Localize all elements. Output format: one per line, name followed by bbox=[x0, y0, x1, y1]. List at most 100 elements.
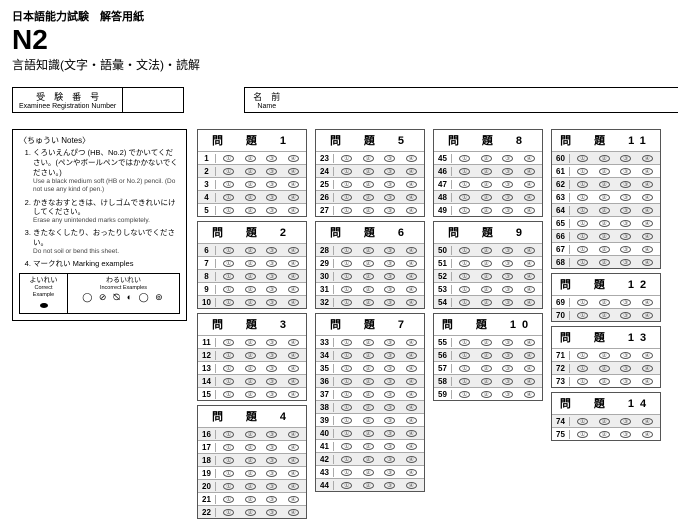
answer-bubble[interactable]: ④ bbox=[406, 391, 417, 398]
answer-bubble[interactable]: ④ bbox=[642, 312, 653, 319]
answer-bubble[interactable]: ② bbox=[363, 194, 374, 201]
answer-bubble[interactable]: ② bbox=[481, 339, 492, 346]
answer-bubble[interactable]: ① bbox=[223, 194, 234, 201]
answer-bubble[interactable]: ② bbox=[363, 339, 374, 346]
answer-bubble[interactable]: ③ bbox=[502, 181, 513, 188]
answer-bubble[interactable]: ① bbox=[341, 365, 352, 372]
answer-bubble[interactable]: ③ bbox=[384, 273, 395, 280]
answer-bubble[interactable]: ③ bbox=[384, 469, 395, 476]
answer-bubble[interactable]: ③ bbox=[266, 391, 277, 398]
answer-bubble[interactable]: ② bbox=[363, 456, 374, 463]
answer-bubble[interactable]: ② bbox=[363, 430, 374, 437]
answer-bubble[interactable]: ③ bbox=[620, 431, 631, 438]
answer-bubble[interactable]: ③ bbox=[620, 365, 631, 372]
answer-bubble[interactable]: ③ bbox=[266, 260, 277, 267]
answer-bubble[interactable]: ② bbox=[481, 273, 492, 280]
answer-bubble[interactable]: ② bbox=[481, 247, 492, 254]
answer-bubble[interactable]: ③ bbox=[266, 378, 277, 385]
answer-bubble[interactable]: ① bbox=[577, 312, 588, 319]
answer-bubble[interactable]: ④ bbox=[288, 181, 299, 188]
answer-bubble[interactable]: ② bbox=[481, 352, 492, 359]
answer-bubble[interactable]: ① bbox=[459, 207, 470, 214]
answer-bubble[interactable]: ④ bbox=[524, 378, 535, 385]
answer-bubble[interactable]: ④ bbox=[642, 246, 653, 253]
answer-bubble[interactable]: ① bbox=[341, 181, 352, 188]
answer-bubble[interactable]: ④ bbox=[406, 207, 417, 214]
answer-bubble[interactable]: ① bbox=[459, 168, 470, 175]
answer-bubble[interactable]: ② bbox=[245, 352, 256, 359]
answer-bubble[interactable]: ② bbox=[363, 247, 374, 254]
answer-bubble[interactable]: ② bbox=[481, 286, 492, 293]
answer-bubble[interactable]: ③ bbox=[266, 247, 277, 254]
examinee-number-field[interactable] bbox=[123, 88, 183, 112]
answer-bubble[interactable]: ② bbox=[599, 194, 610, 201]
answer-bubble[interactable]: ① bbox=[223, 365, 234, 372]
answer-bubble[interactable]: ① bbox=[459, 194, 470, 201]
answer-bubble[interactable]: ④ bbox=[406, 273, 417, 280]
answer-bubble[interactable]: ④ bbox=[288, 509, 299, 516]
answer-bubble[interactable]: ① bbox=[459, 247, 470, 254]
answer-bubble[interactable]: ④ bbox=[406, 299, 417, 306]
answer-bubble[interactable]: ① bbox=[341, 260, 352, 267]
answer-bubble[interactable]: ③ bbox=[502, 168, 513, 175]
answer-bubble[interactable]: ① bbox=[223, 352, 234, 359]
answer-bubble[interactable]: ① bbox=[341, 443, 352, 450]
answer-bubble[interactable]: ③ bbox=[384, 339, 395, 346]
answer-bubble[interactable]: ③ bbox=[620, 299, 631, 306]
answer-bubble[interactable]: ① bbox=[341, 194, 352, 201]
answer-bubble[interactable]: ① bbox=[223, 470, 234, 477]
answer-bubble[interactable]: ④ bbox=[288, 155, 299, 162]
answer-bubble[interactable]: ① bbox=[577, 352, 588, 359]
answer-bubble[interactable]: ④ bbox=[642, 220, 653, 227]
answer-bubble[interactable]: ③ bbox=[384, 155, 395, 162]
answer-bubble[interactable]: ③ bbox=[384, 430, 395, 437]
answer-bubble[interactable]: ④ bbox=[642, 155, 653, 162]
answer-bubble[interactable]: ② bbox=[363, 168, 374, 175]
answer-bubble[interactable]: ② bbox=[245, 273, 256, 280]
answer-bubble[interactable]: ② bbox=[245, 247, 256, 254]
answer-bubble[interactable]: ③ bbox=[266, 299, 277, 306]
answer-bubble[interactable]: ① bbox=[341, 378, 352, 385]
answer-bubble[interactable]: ④ bbox=[406, 339, 417, 346]
answer-bubble[interactable]: ② bbox=[599, 431, 610, 438]
answer-bubble[interactable]: ④ bbox=[406, 247, 417, 254]
answer-bubble[interactable]: ① bbox=[223, 286, 234, 293]
answer-bubble[interactable]: ④ bbox=[288, 352, 299, 359]
answer-bubble[interactable]: ② bbox=[363, 443, 374, 450]
answer-bubble[interactable]: ④ bbox=[524, 273, 535, 280]
answer-bubble[interactable]: ④ bbox=[524, 339, 535, 346]
answer-bubble[interactable]: ③ bbox=[266, 273, 277, 280]
answer-bubble[interactable]: ④ bbox=[524, 247, 535, 254]
answer-bubble[interactable]: ② bbox=[245, 378, 256, 385]
answer-bubble[interactable]: ① bbox=[459, 365, 470, 372]
answer-bubble[interactable]: ② bbox=[599, 155, 610, 162]
answer-bubble[interactable]: ② bbox=[481, 181, 492, 188]
answer-bubble[interactable]: ② bbox=[599, 181, 610, 188]
answer-bubble[interactable]: ④ bbox=[406, 181, 417, 188]
answer-bubble[interactable]: ① bbox=[223, 391, 234, 398]
answer-bubble[interactable]: ④ bbox=[406, 260, 417, 267]
answer-bubble[interactable]: ① bbox=[577, 299, 588, 306]
answer-bubble[interactable]: ④ bbox=[288, 457, 299, 464]
answer-bubble[interactable]: ④ bbox=[406, 155, 417, 162]
answer-bubble[interactable]: ④ bbox=[288, 168, 299, 175]
answer-bubble[interactable]: ② bbox=[245, 168, 256, 175]
name-field[interactable] bbox=[288, 87, 678, 113]
answer-bubble[interactable]: ① bbox=[223, 457, 234, 464]
answer-bubble[interactable]: ④ bbox=[288, 194, 299, 201]
answer-bubble[interactable]: ③ bbox=[384, 194, 395, 201]
answer-bubble[interactable]: ② bbox=[599, 207, 610, 214]
answer-bubble[interactable]: ④ bbox=[642, 168, 653, 175]
answer-bubble[interactable]: ③ bbox=[620, 194, 631, 201]
answer-bubble[interactable]: ④ bbox=[406, 417, 417, 424]
answer-bubble[interactable]: ③ bbox=[384, 207, 395, 214]
answer-bubble[interactable]: ① bbox=[577, 246, 588, 253]
answer-bubble[interactable]: ① bbox=[459, 181, 470, 188]
answer-bubble[interactable]: ④ bbox=[524, 352, 535, 359]
answer-bubble[interactable]: ② bbox=[245, 470, 256, 477]
answer-bubble[interactable]: ② bbox=[599, 378, 610, 385]
answer-bubble[interactable]: ① bbox=[341, 273, 352, 280]
answer-bubble[interactable]: ② bbox=[481, 365, 492, 372]
answer-bubble[interactable]: ① bbox=[459, 339, 470, 346]
answer-bubble[interactable]: ③ bbox=[384, 404, 395, 411]
